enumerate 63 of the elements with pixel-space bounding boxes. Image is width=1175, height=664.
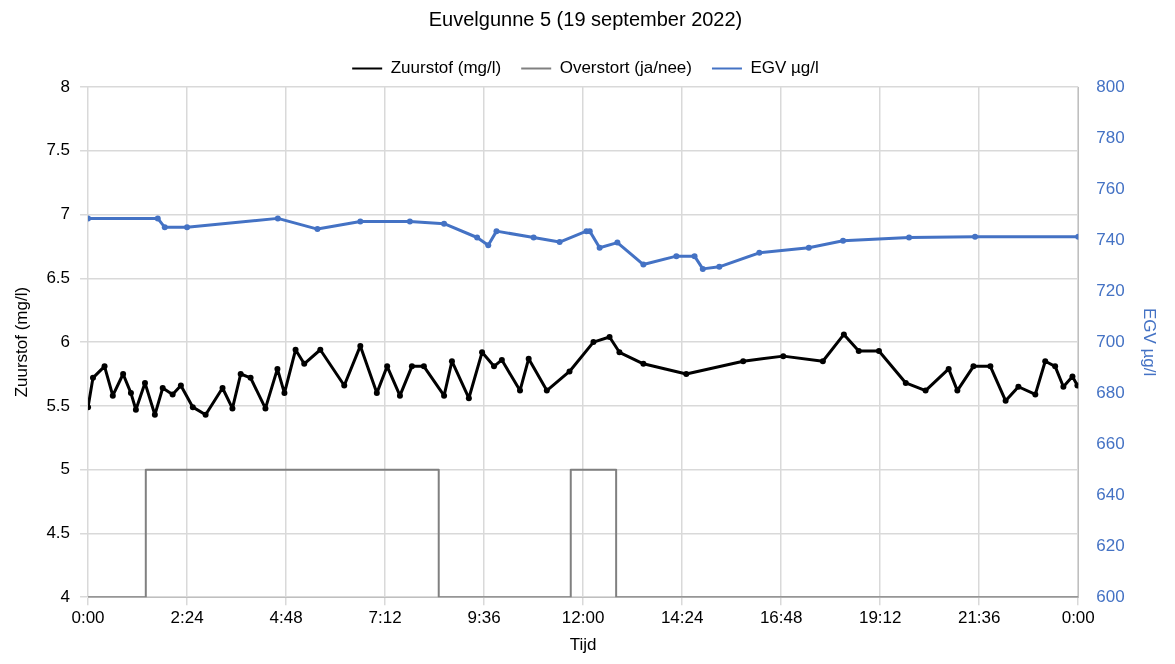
y2-tick-label: 640 — [1096, 484, 1125, 504]
point — [691, 253, 698, 260]
y2-tick-label: 720 — [1096, 280, 1125, 300]
point — [840, 237, 847, 244]
y2-tick-label: 780 — [1096, 127, 1125, 147]
point — [493, 228, 500, 235]
point — [161, 224, 168, 231]
point — [716, 263, 723, 270]
y2-tick-label: 800 — [1096, 76, 1125, 96]
y-tick-label: 5 — [60, 459, 71, 479]
x-tick-label: 0:00 — [1061, 608, 1095, 628]
point — [906, 234, 913, 241]
point — [972, 233, 979, 240]
point — [699, 265, 706, 272]
y-tick-label: 6.5 — [46, 268, 71, 288]
x-tick-label: 19:12 — [858, 608, 902, 628]
x-axis-title: Tijd — [569, 635, 597, 655]
x-tick-label: 21:36 — [957, 608, 1001, 628]
point — [756, 249, 763, 256]
x-tick-label: 12:00 — [561, 608, 605, 628]
y2-axis-title: EGV µg/l — [1140, 307, 1160, 377]
y2-tick-label: 660 — [1096, 433, 1125, 453]
point — [274, 215, 281, 222]
x-tick-label: 16:48 — [759, 608, 803, 628]
x-tick-label: 2:24 — [170, 608, 204, 628]
y-tick-label: 7.5 — [46, 140, 71, 160]
point — [184, 224, 191, 231]
x-tick-label: 7:12 — [368, 608, 402, 628]
legend-label: EGV µg/l — [750, 58, 819, 78]
legend-label: Zuurstof (mg/l) — [390, 58, 502, 78]
x-tick-label: 9:36 — [467, 608, 501, 628]
point — [441, 220, 448, 227]
x-tick-label: 14:24 — [660, 608, 704, 628]
y-tick-label: 4.5 — [46, 523, 71, 543]
y2-tick-label: 700 — [1096, 331, 1125, 351]
y-tick-label: 5.5 — [46, 395, 71, 415]
y2-tick-label: 620 — [1096, 535, 1125, 555]
point — [673, 253, 680, 260]
point — [805, 244, 812, 251]
point — [474, 234, 481, 241]
point — [154, 215, 161, 222]
y-tick-label: 8 — [60, 76, 71, 96]
point — [406, 218, 413, 225]
x-tick-label: 4:48 — [269, 608, 303, 628]
y-axis-title: Zuurstof (mg/l) — [11, 286, 31, 398]
y-tick-label: 6 — [60, 331, 71, 351]
point — [640, 261, 647, 268]
legend-label: Overstort (ja/nee) — [559, 58, 692, 78]
point — [314, 226, 321, 233]
point — [530, 234, 537, 241]
chart-title: Euvelgunne 5 (19 september 2022) — [428, 7, 743, 30]
x-tick-label: 0:00 — [71, 608, 105, 628]
point — [614, 239, 621, 246]
point — [357, 218, 364, 225]
y2-tick-label: 600 — [1096, 586, 1125, 606]
y2-tick-label: 760 — [1096, 178, 1125, 198]
y2-tick-label: 680 — [1096, 382, 1125, 402]
point — [485, 242, 492, 249]
y-tick-label: 7 — [60, 204, 71, 224]
point — [596, 244, 603, 251]
point — [556, 239, 563, 246]
y2-tick-label: 740 — [1096, 229, 1125, 249]
y-tick-label: 4 — [60, 586, 71, 606]
